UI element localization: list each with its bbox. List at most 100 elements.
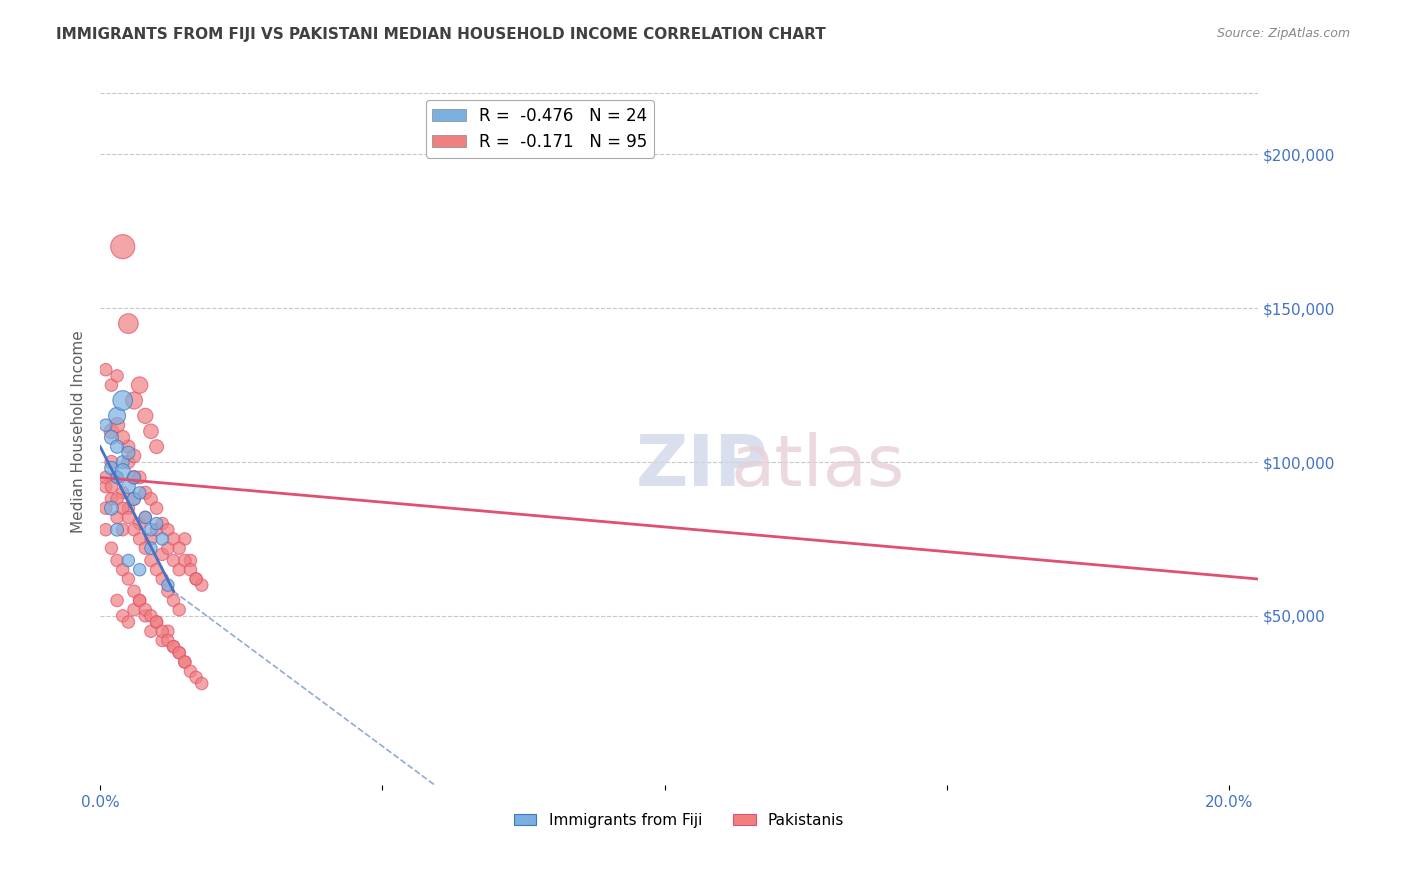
Point [150, 516, 173, 531]
Point [122, 491, 145, 506]
Point [122, 393, 145, 408]
Point [162, 532, 184, 546]
Point [111, 501, 134, 516]
Point [145, 440, 167, 454]
Point [105, 523, 128, 537]
Point [156, 523, 179, 537]
Point [145, 615, 167, 629]
Point [111, 430, 134, 444]
Point [162, 640, 184, 654]
Point [145, 523, 167, 537]
Point [117, 455, 139, 469]
Point [100, 424, 122, 438]
Point [105, 409, 128, 423]
Point [128, 516, 150, 531]
Point [134, 608, 156, 623]
Point [156, 584, 179, 599]
Point [94, 523, 117, 537]
Point [100, 461, 122, 475]
Point [145, 501, 167, 516]
Point [105, 593, 128, 607]
Point [117, 317, 139, 331]
Point [117, 572, 139, 586]
Point [100, 378, 122, 392]
Point [122, 470, 145, 484]
Point [139, 491, 162, 506]
Point [105, 491, 128, 506]
Point [150, 532, 173, 546]
Point [184, 572, 207, 586]
Point [100, 455, 122, 469]
Point [128, 378, 150, 392]
Text: ZIP: ZIP [636, 432, 768, 501]
Point [128, 532, 150, 546]
Point [173, 532, 195, 546]
Point [105, 470, 128, 484]
Point [94, 480, 117, 494]
Point [145, 516, 167, 531]
Point [100, 501, 122, 516]
Point [139, 624, 162, 639]
Point [117, 501, 139, 516]
Point [145, 563, 167, 577]
Point [94, 501, 117, 516]
Point [184, 670, 207, 684]
Point [156, 541, 179, 556]
Point [94, 418, 117, 433]
Point [139, 523, 162, 537]
Point [167, 646, 190, 660]
Point [145, 615, 167, 629]
Point [117, 553, 139, 567]
Point [100, 430, 122, 444]
Point [173, 553, 195, 567]
Point [128, 563, 150, 577]
Point [105, 553, 128, 567]
Point [117, 446, 139, 460]
Point [111, 240, 134, 254]
Point [111, 563, 134, 577]
Point [105, 510, 128, 524]
Point [122, 449, 145, 463]
Point [139, 532, 162, 546]
Point [111, 523, 134, 537]
Point [105, 470, 128, 484]
Point [117, 615, 139, 629]
Point [128, 470, 150, 484]
Point [100, 480, 122, 494]
Point [111, 393, 134, 408]
Point [105, 440, 128, 454]
Point [139, 541, 162, 556]
Point [100, 541, 122, 556]
Text: IMMIGRANTS FROM FIJI VS PAKISTANI MEDIAN HOUSEHOLD INCOME CORRELATION CHART: IMMIGRANTS FROM FIJI VS PAKISTANI MEDIAN… [56, 27, 825, 42]
Point [122, 470, 145, 484]
Point [105, 368, 128, 383]
Point [128, 485, 150, 500]
Point [111, 485, 134, 500]
Y-axis label: Median Household Income: Median Household Income [72, 330, 86, 533]
Point [122, 523, 145, 537]
Point [134, 510, 156, 524]
Point [94, 470, 117, 484]
Point [128, 593, 150, 607]
Point [139, 608, 162, 623]
Point [150, 547, 173, 561]
Point [134, 510, 156, 524]
Point [156, 578, 179, 592]
Point [94, 362, 117, 376]
Legend: Immigrants from Fiji, Pakistanis: Immigrants from Fiji, Pakistanis [508, 807, 851, 834]
Point [179, 563, 201, 577]
Point [139, 424, 162, 438]
Point [134, 603, 156, 617]
Point [150, 572, 173, 586]
Point [184, 572, 207, 586]
Point [156, 624, 179, 639]
Point [111, 464, 134, 478]
Point [179, 665, 201, 679]
Text: atlas: atlas [731, 432, 905, 501]
Point [134, 409, 156, 423]
Point [173, 655, 195, 669]
Point [111, 608, 134, 623]
Point [122, 603, 145, 617]
Text: Source: ZipAtlas.com: Source: ZipAtlas.com [1216, 27, 1350, 40]
Point [128, 593, 150, 607]
